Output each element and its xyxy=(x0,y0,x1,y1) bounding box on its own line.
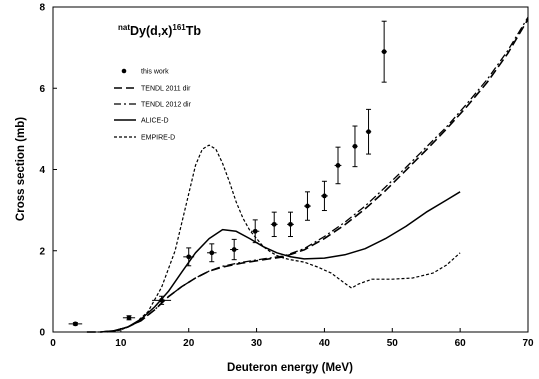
plot-area-frame xyxy=(52,6,529,333)
data-point xyxy=(207,243,217,263)
data-point xyxy=(381,20,387,83)
x-tick-label: 40 xyxy=(319,338,331,349)
legend-label-tendl-2011: TENDL 2011 dir xyxy=(141,86,191,93)
data-point-marker xyxy=(366,129,371,135)
chart-title: natDy(d,x)161Tb xyxy=(118,23,201,38)
data-point xyxy=(270,211,278,238)
legend-marker-circle xyxy=(121,68,127,74)
x-tick-label: 10 xyxy=(115,338,127,349)
x-tick-label: 60 xyxy=(455,338,467,349)
data-point-marker xyxy=(72,321,78,327)
data-point-marker xyxy=(126,315,132,321)
data-point xyxy=(68,321,83,327)
y-axis-ticks: 0 2 4 6 8 xyxy=(39,3,57,339)
title-superscript-mass: 161 xyxy=(172,23,186,32)
legend-item-tendl-2012: TENDL 2012 dir xyxy=(114,102,192,109)
data-point-marker xyxy=(322,193,327,199)
series-line-empire-d xyxy=(107,144,461,333)
data-point xyxy=(365,108,372,155)
y-axis-title: Cross section (mb) xyxy=(15,117,27,221)
data-point-marker xyxy=(252,228,258,234)
legend-item-alice-d: ALICE-D xyxy=(114,118,169,125)
legend-item-this-work: this work xyxy=(121,68,169,76)
legend: this work TENDL 2011 dir TENDL 2012 dir … xyxy=(114,69,192,142)
legend-label-tendl-2012: TENDL 2012 dir xyxy=(141,102,192,109)
data-point xyxy=(304,191,311,221)
legend-label-empire-d: EMPIRE-D xyxy=(141,135,175,142)
series-line-tendl-2011-dir xyxy=(86,18,529,333)
data-point-marker xyxy=(335,163,341,168)
data-point xyxy=(251,219,260,244)
y-tick-label: 0 xyxy=(39,328,45,339)
x-axis-title: Deuteron energy (MeV) xyxy=(227,362,353,374)
y-tick-label: 8 xyxy=(39,3,45,14)
data-point-marker xyxy=(352,143,358,149)
data-point xyxy=(287,211,294,238)
data-point xyxy=(321,180,328,212)
data-point xyxy=(183,247,195,267)
data-point xyxy=(334,146,342,185)
data-point-marker xyxy=(209,250,215,256)
data-point-marker xyxy=(159,297,164,303)
title-superscript-nat: nat xyxy=(118,23,130,32)
x-tick-label: 20 xyxy=(183,338,195,349)
data-point xyxy=(352,125,358,168)
data-point-marker xyxy=(186,254,192,260)
x-tick-label: 0 xyxy=(50,338,56,349)
x-tick-label: 50 xyxy=(387,338,399,349)
data-point xyxy=(230,238,239,261)
title-product: Tb xyxy=(186,24,202,38)
legend-item-tendl-2011: TENDL 2011 dir xyxy=(114,86,191,93)
data-point-marker xyxy=(305,203,310,209)
legend-label-this-work: this work xyxy=(141,69,169,76)
data-point-marker xyxy=(288,221,293,227)
y-tick-label: 2 xyxy=(39,246,45,257)
data-point-marker xyxy=(271,221,277,227)
legend-label-alice-d: ALICE-D xyxy=(141,118,169,125)
y-tick-label: 4 xyxy=(39,165,45,176)
legend-item-empire-d: EMPIRE-D xyxy=(114,135,175,142)
data-point xyxy=(152,295,172,305)
x-axis-ticks: 0 10 20 30 40 50 60 70 xyxy=(50,328,534,349)
data-point-marker xyxy=(381,49,387,55)
x-tick-label: 70 xyxy=(522,338,534,349)
series-line-tendl-2012-dir xyxy=(86,16,529,333)
title-reaction: Dy(d,x) xyxy=(130,24,172,38)
model-curves xyxy=(86,16,529,333)
y-tick-label: 6 xyxy=(39,84,45,95)
data-point xyxy=(122,315,136,321)
measured-points xyxy=(68,20,387,327)
x-tick-label: 30 xyxy=(251,338,263,349)
data-point-marker xyxy=(231,247,237,252)
